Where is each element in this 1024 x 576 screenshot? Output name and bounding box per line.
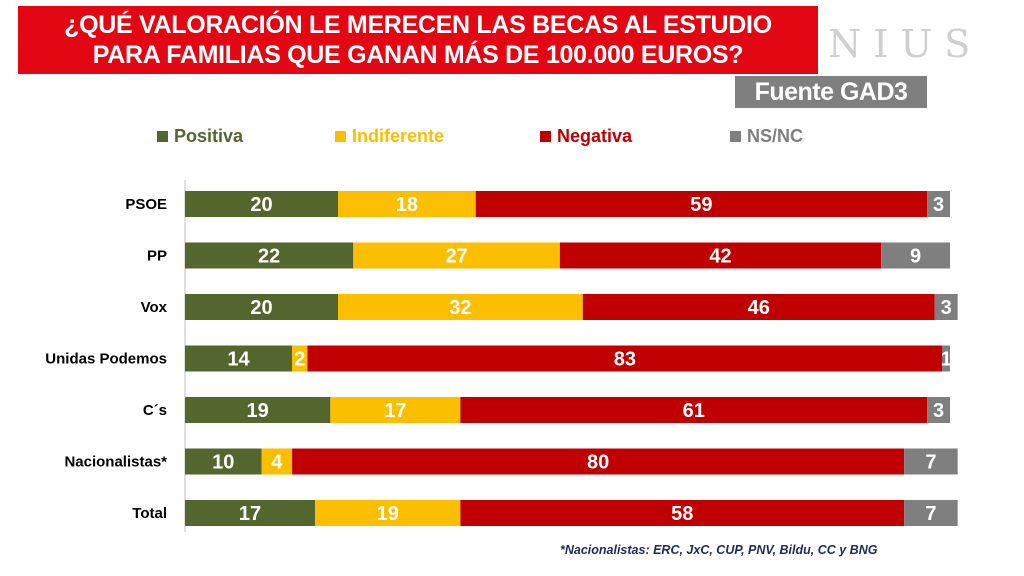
bar-pp-negativa [559,242,882,269]
legend-item-negativa: Negativa [540,126,632,147]
legend-swatch-negativa [540,131,551,142]
bar-unidas-podemos-positiva [185,345,293,372]
value-label-nacionalistas-indiferente: 4 [271,452,283,474]
source-label: Fuente GAD3 [735,76,927,108]
bar-c-s-negativa [460,397,928,423]
value-label-unidas-podemos-negativa: 83 [614,349,636,371]
value-label-c-s-negativa: 61 [683,400,705,422]
legend-label-negativa: Negativa [557,126,633,146]
legend-label-nsnc: NS/NC [747,126,804,146]
value-label-pp-positiva: 22 [258,246,280,268]
legend-swatch-nsnc [730,131,741,142]
bar-pp-indiferente [353,242,560,269]
bar-pp-ns-nc [881,242,950,269]
value-label-vox-positiva: 20 [250,297,272,319]
bar-nacionalistas-negativa [292,448,905,475]
bar-nacionalistas-ns-nc [904,448,958,475]
value-label-unidas-podemos-indiferente: 2 [294,349,305,371]
bar-vox-indiferente [338,294,583,320]
bar-psoe-indiferente [338,191,476,217]
legend-item-positiva: Positiva [157,126,243,147]
legend-swatch-positiva [157,131,168,142]
value-label-psoe-negativa: 59 [690,194,712,216]
value-label-unidas-podemos-ns-nc: 1 [941,349,952,371]
value-label-pp-ns-nc: 9 [910,246,921,268]
bar-pp-positiva [185,242,354,269]
legend-swatch-indiferente [335,131,346,142]
bar-nacionalistas-indiferente [261,448,293,475]
bar-c-s-indiferente [330,397,461,423]
value-label-psoe-ns-nc: 3 [933,194,944,216]
bar-unidas-podemos-indiferente [292,345,308,372]
value-label-pp-indiferente: 27 [445,246,467,268]
bar-psoe-positiva [185,191,338,217]
value-label-vox-negativa: 46 [748,297,770,319]
bar-unidas-podemos-negativa [307,345,943,372]
bar-unidas-podemos-ns-nc [942,345,950,372]
value-label-c-s-ns-nc: 3 [933,400,944,422]
category-label-psoe: PSOE [125,196,167,213]
nius-logo: NIUS [828,22,983,66]
value-label-vox-indiferente: 32 [449,297,471,319]
legend-item-nsnc: NS/NC [730,126,803,147]
title-line-1: ¿QUÉ VALORACIÓN LE MERECEN LAS BECAS AL … [64,11,772,39]
bar-total-ns-nc [904,500,958,526]
value-label-psoe-positiva: 20 [250,194,272,216]
value-label-c-s-indiferente: 17 [384,400,406,422]
bar-psoe-ns-nc [927,191,950,217]
value-label-c-s-positiva: 19 [247,400,269,422]
bar-nacionalistas-positiva [185,448,262,475]
bar-vox-negativa [582,294,935,320]
category-label-c-s: C´s [143,402,167,419]
value-label-nacionalistas-ns-nc: 7 [925,452,936,474]
value-label-total-positiva: 17 [239,503,261,525]
bar-total-indiferente [315,500,461,526]
value-label-nacionalistas-positiva: 10 [212,452,234,474]
legend-item-indiferente: Indiferente [335,126,444,147]
value-label-nacionalistas-negativa: 80 [587,452,609,474]
bar-vox-positiva [185,294,338,320]
value-label-vox-ns-nc: 3 [941,297,952,319]
legend-label-positiva: Positiva [174,126,244,146]
legend-label-indiferente: Indiferente [352,126,445,146]
bar-total-positiva [185,500,316,526]
value-label-total-ns-nc: 7 [925,503,936,525]
footnote: *Nacionalistas: ERC, JxC, CUP, PNV, Bild… [560,543,878,557]
value-label-psoe-indiferente: 18 [396,194,418,216]
bar-total-negativa [460,500,905,526]
category-label-unidas-podemos: Unidas Podemos [45,351,167,368]
chart-title: ¿QUÉ VALORACIÓN LE MERECEN LAS BECAS AL … [18,6,818,74]
bar-vox-ns-nc [934,294,958,320]
category-label-pp: PP [147,248,167,265]
bar-c-s-ns-nc [927,397,950,423]
category-label-total: Total [132,505,167,522]
value-label-total-indiferente: 19 [377,503,399,525]
bar-psoe-negativa [475,191,928,217]
title-line-2: PARA FAMILIAS QUE GANAN MÁS DE 100.000 E… [92,41,744,69]
value-label-total-negativa: 58 [671,503,693,525]
bar-c-s-positiva [185,397,331,423]
category-label-nacionalistas: Nacionalistas* [64,454,167,471]
value-label-pp-negativa: 42 [709,246,731,268]
value-label-unidas-podemos-positiva: 14 [227,349,250,371]
category-label-vox: Vox [141,299,168,316]
